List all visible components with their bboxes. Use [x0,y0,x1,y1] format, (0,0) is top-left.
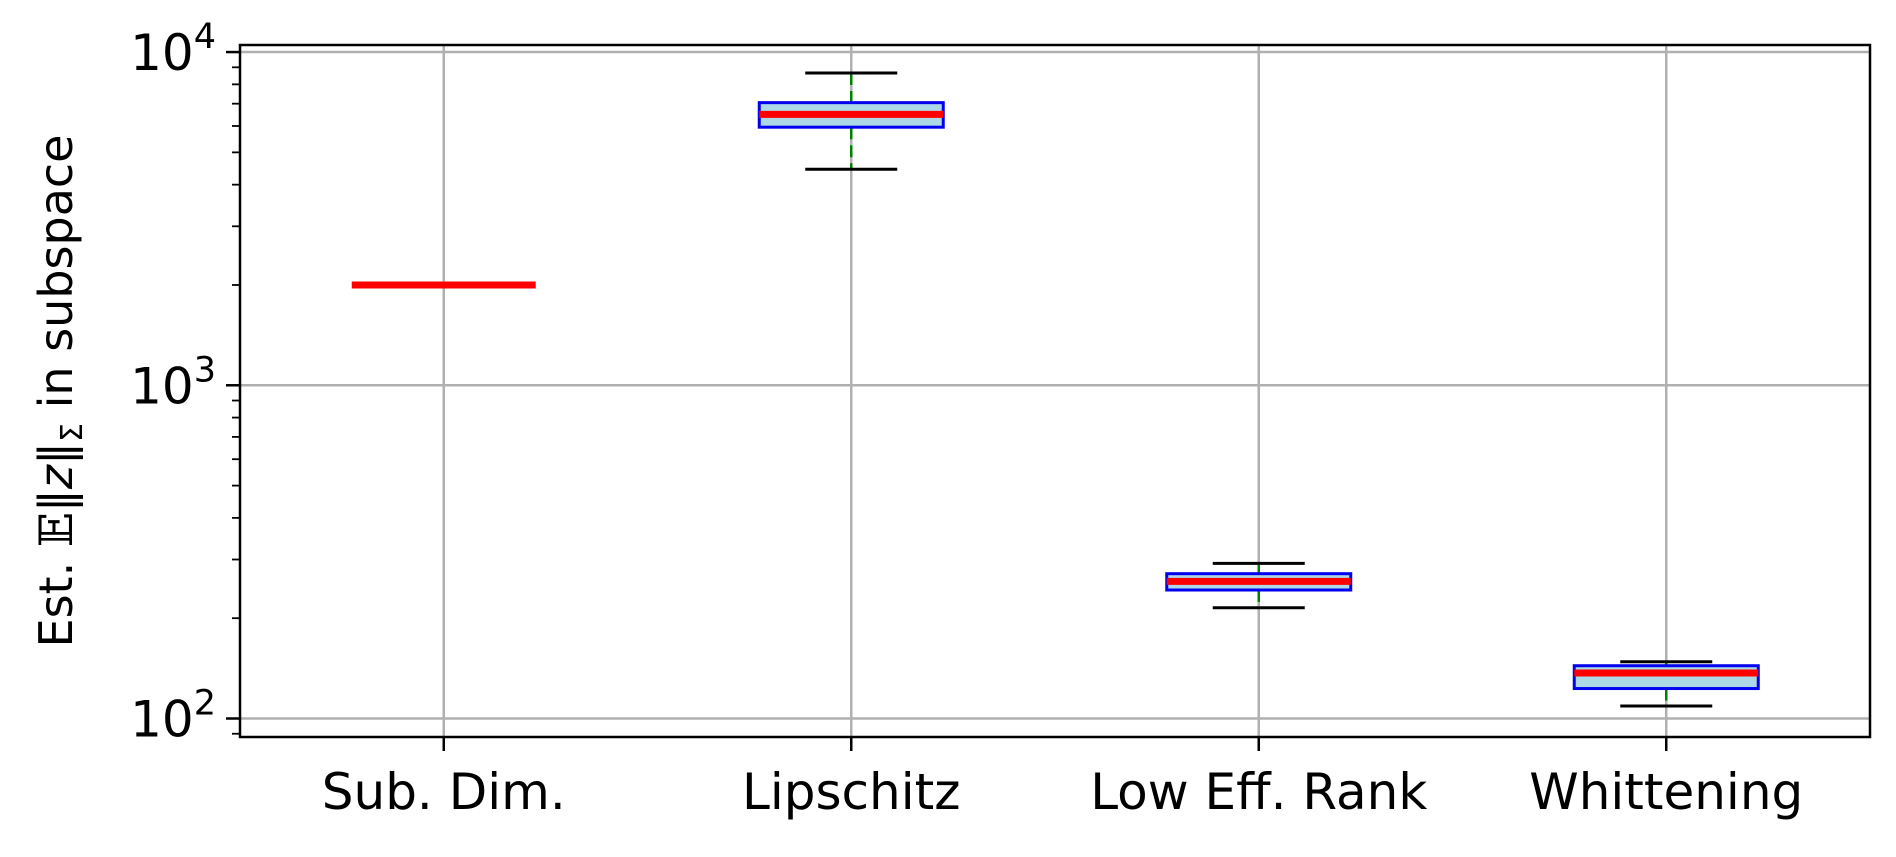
plot-area-frame [238,43,1872,739]
y-tick-base: 10 [130,24,194,82]
y-label-subscript: Σ [55,423,90,442]
y-tick-exponent: 4 [194,17,216,57]
y-label-variable: z [29,464,83,490]
grid-lines [240,45,1870,737]
box-series [351,71,1760,708]
y-tick-label: 103 [130,350,216,415]
y-tick-base: 10 [130,357,194,415]
x-tick-label: Lipschitz [742,763,960,821]
y-tick-exponent: 3 [194,350,216,390]
y-label-norm-close: ‖ [29,442,84,465]
y-label-norm-open: ‖ [29,489,84,512]
y-tick-exponent: 2 [194,684,216,724]
y-tick-label: 104 [130,17,216,82]
x-tick-label: Whittening [1529,763,1803,821]
y-label-suffix: in subspace [29,135,83,423]
box-iqr [1572,664,1760,691]
y-label-expectation: 𝔼 [29,512,83,547]
axis-ticks: Sub. Dim. Lipschitz Low Eff. Rank Whittenin… [130,17,1803,821]
y-tick-label: 102 [130,684,216,749]
y-label-prefix: Est. [29,547,83,647]
y-axis-label: Est. 𝔼‖z‖Σ in subspace [29,135,90,648]
y-tick-base: 10 [130,691,194,749]
x-tick-label: Low Eff. Rank [1090,763,1427,821]
x-tick-label: Sub. Dim. [322,763,566,821]
